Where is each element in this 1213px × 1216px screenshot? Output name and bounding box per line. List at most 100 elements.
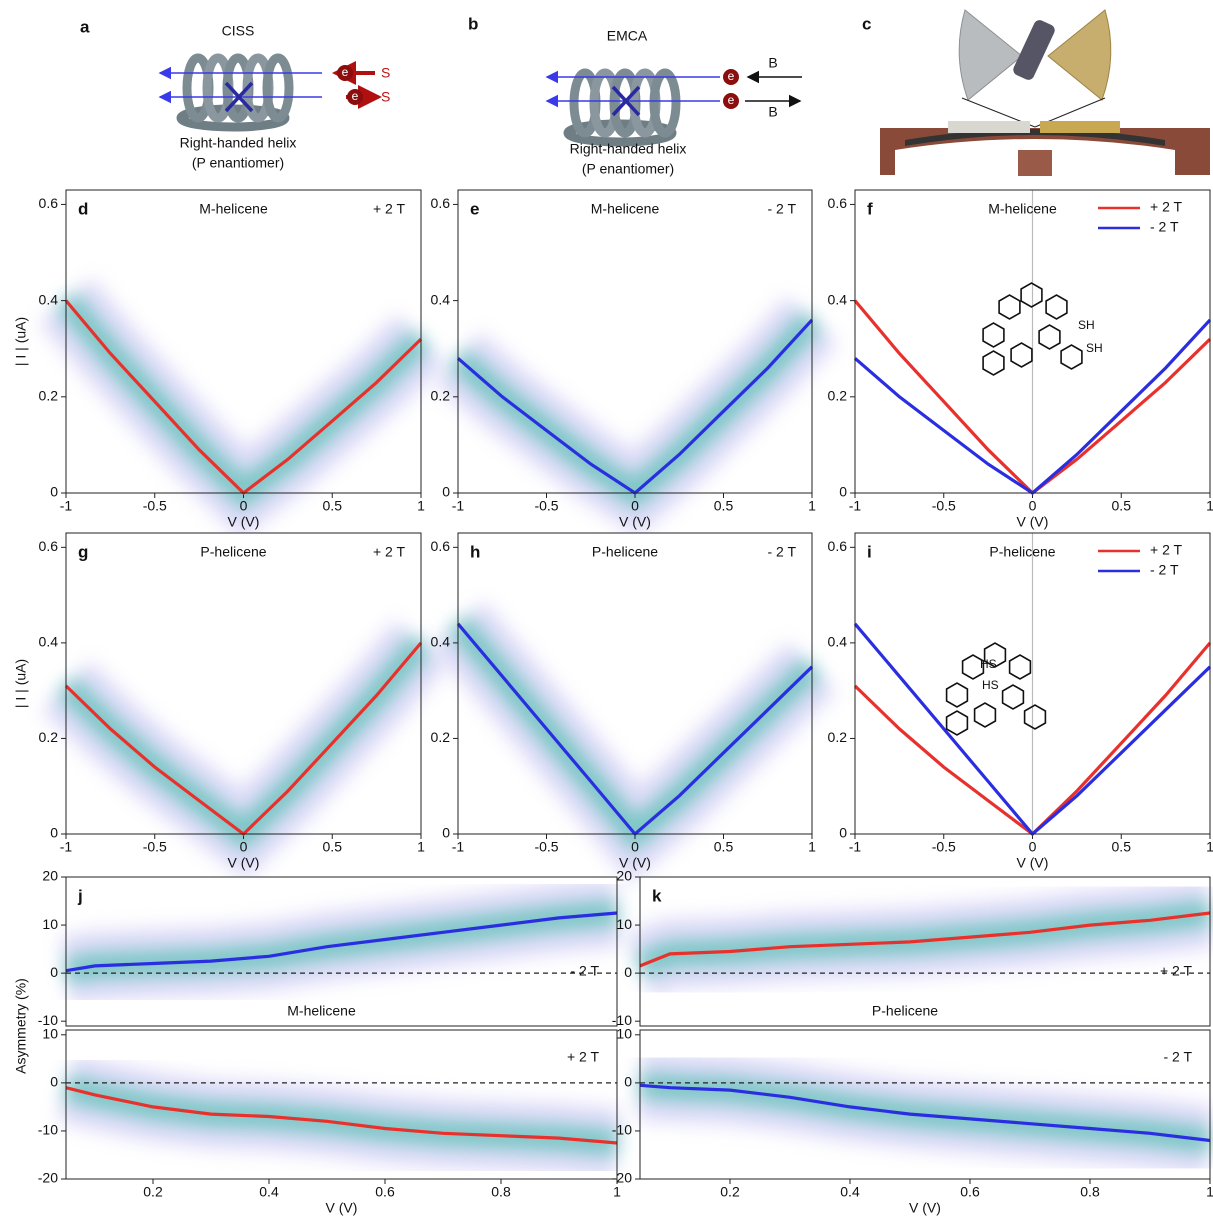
y-tick-label: 0.2	[39, 388, 59, 404]
y-tick-label: 0.6	[828, 195, 848, 211]
series-line	[65, 911, 618, 973]
x-tick-label: 0.2	[143, 1184, 163, 1200]
y-tick-label: 0.6	[39, 538, 59, 554]
y-tick-label: 0	[839, 825, 847, 841]
y-tick-label: -20	[38, 1170, 58, 1186]
panel-label: j	[77, 886, 83, 905]
series-line	[639, 911, 1211, 968]
x-tick-label: 0.6	[375, 1184, 395, 1200]
axes-frame	[457, 189, 813, 494]
x-tick-label: -0.5	[932, 839, 956, 855]
y-tick-label: -10	[612, 1012, 632, 1028]
diagram-title: EMCA	[607, 28, 648, 44]
panel: -20 -10 0 10 0.2 0.4 0.6 0.8 1 - 2 T V (V)	[612, 1026, 1213, 1216]
x-tick-label: 0.5	[1112, 498, 1132, 514]
x-tick-label: 1	[1206, 1184, 1213, 1200]
x-tick-label: 0.8	[491, 1184, 511, 1200]
x-tick-label: 0.5	[323, 839, 343, 855]
x-tick-label: 0.2	[720, 1184, 740, 1200]
y-tick-label: 0.4	[828, 634, 848, 650]
x-tick-label: 0.5	[714, 839, 734, 855]
y-tick-label: 10	[616, 1026, 632, 1042]
diagram-c: c	[862, 9, 1210, 176]
field-label: + 2 T	[567, 1049, 599, 1065]
molecule-ring	[945, 710, 969, 736]
pusher	[1018, 150, 1052, 176]
y-tick-label: 0.2	[39, 729, 59, 745]
electrode	[948, 121, 1030, 133]
y-tick-label: 0.2	[828, 388, 848, 404]
x-tick-label: 0.4	[259, 1184, 279, 1200]
molecule-label: HS	[982, 678, 999, 692]
x-axis-label: V (V)	[619, 514, 651, 530]
substrate	[905, 129, 1165, 146]
field-label: B	[768, 104, 777, 120]
molecule-ring	[982, 322, 1005, 348]
x-tick-label: -1	[60, 839, 73, 855]
x-tick-label: 1	[1206, 839, 1213, 855]
y-tick-label: 0	[50, 484, 58, 500]
y-tick-label: 0	[442, 825, 450, 841]
y-tick-label: 10	[616, 916, 632, 932]
y-tick-label: -10	[612, 1122, 632, 1138]
x-tick-label: 0.6	[960, 1184, 980, 1200]
field-label: + 2 T	[1160, 963, 1192, 979]
x-tick-label: 1	[417, 498, 425, 514]
spin-label: S	[381, 65, 390, 81]
chart-title: M-helicene	[591, 201, 660, 217]
electron	[337, 65, 353, 81]
caption: (P enantiomer)	[582, 161, 674, 177]
electron	[723, 93, 739, 109]
y-tick-label: -10	[38, 1122, 58, 1138]
y-tick-label: 20	[616, 868, 632, 884]
y-tick-label: 0.2	[431, 388, 451, 404]
x-tick-label: 0.4	[840, 1184, 860, 1200]
x-axis-label: V (V)	[326, 1200, 358, 1216]
electron-label: e	[728, 69, 735, 83]
cross	[611, 85, 641, 117]
molecule-ring	[983, 642, 1007, 668]
axes-frame	[65, 876, 618, 1027]
y-tick-label: 0	[50, 964, 58, 980]
panel: 0 0.2 0.4 0.6 -1 -0.5 0 0.5 1 f M-helicene V (V) + 2…	[828, 189, 1213, 530]
legend-label: + 2 T	[1150, 199, 1182, 215]
molecule-ring	[961, 654, 985, 680]
caption: Right-handed helix	[570, 141, 687, 157]
panel-label: c	[862, 14, 871, 33]
electron-label: e	[728, 93, 735, 107]
axes-frame	[65, 189, 422, 494]
diagram-a: a CISS e S e S Right-handed helix (P ena…	[80, 17, 390, 170]
x-tick-label: -1	[452, 839, 465, 855]
chart-title: P-helicene	[989, 544, 1055, 560]
caption: (P enantiomer)	[192, 155, 284, 171]
panel-label: e	[470, 199, 479, 218]
cross	[224, 81, 254, 113]
legend-label: - 2 T	[1150, 562, 1179, 578]
molecule-ring	[1020, 282, 1043, 308]
series-line	[65, 1086, 618, 1145]
axes-frame	[457, 532, 813, 835]
chart-title: M-helicene	[988, 201, 1057, 217]
chart-title: P-helicene	[872, 1003, 938, 1019]
molecule-ring	[1023, 704, 1047, 730]
molecule-ring	[998, 294, 1021, 320]
x-axis-label: V (V)	[1017, 514, 1049, 530]
x-tick-label: 1	[1206, 498, 1213, 514]
legend-label: - 2 T	[1150, 219, 1179, 235]
y-tick-label: 0	[624, 964, 632, 980]
molecule-ring	[982, 350, 1005, 376]
x-tick-label: -1	[849, 839, 862, 855]
y-axis-label: Asymmetry (%)	[13, 978, 29, 1074]
panel-label: d	[78, 199, 88, 218]
field-label: B	[768, 55, 777, 71]
y-tick-label: 0	[442, 484, 450, 500]
x-tick-label: -0.5	[932, 498, 956, 514]
molecule	[1013, 20, 1055, 80]
panel: -20 -10 0 10 0.2 0.4 0.6 0.8 1 + 2 T V (V)	[38, 1026, 621, 1216]
electron	[347, 89, 363, 105]
axes-frame	[854, 532, 1211, 835]
x-axis-label: V (V)	[228, 855, 260, 871]
caption: Right-handed helix	[180, 135, 297, 151]
axes-frame	[639, 876, 1211, 1027]
